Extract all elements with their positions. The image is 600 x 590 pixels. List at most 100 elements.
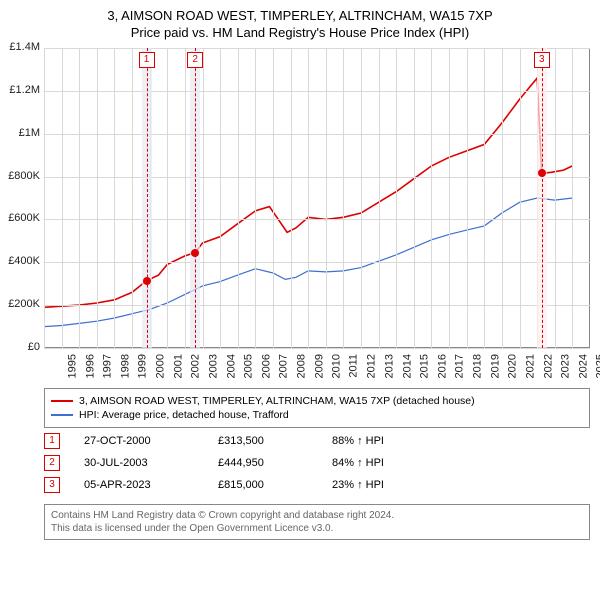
sale-price: £313,500: [218, 435, 308, 447]
footnote: Contains HM Land Registry data © Crown c…: [44, 504, 590, 540]
gridline-v: [449, 48, 450, 348]
gridline-h: [44, 48, 590, 49]
sale-date: 30-JUL-2003: [84, 457, 194, 469]
y-tick-label: £1.2M: [0, 84, 40, 96]
x-tick-label: 2002: [190, 354, 202, 378]
y-tick-label: £1M: [0, 127, 40, 139]
marker-number-box: 1: [139, 52, 155, 68]
x-tick-label: 2007: [278, 354, 290, 378]
gridline-v: [97, 48, 98, 348]
x-tick-label: 2003: [207, 354, 219, 378]
x-tick-label: 2009: [313, 354, 325, 378]
gridline-v: [273, 48, 274, 348]
gridline-v: [203, 48, 204, 348]
gridline-v: [79, 48, 80, 348]
x-tick-label: 2021: [524, 354, 536, 378]
gridline-v: [167, 48, 168, 348]
y-tick-label: £1.4M: [0, 41, 40, 53]
footnote-line-2: This data is licensed under the Open Gov…: [51, 522, 583, 535]
legend-label: 3, AIMSON ROAD WEST, TIMPERLEY, ALTRINCH…: [79, 395, 475, 407]
x-tick-label: 1997: [102, 354, 114, 378]
x-tick-label: 2008: [295, 354, 307, 378]
x-tick-label: 2010: [331, 354, 343, 378]
sale-delta: 23% ↑ HPI: [332, 479, 384, 491]
gridline-h: [44, 348, 590, 349]
sale-row: 3 05-APR-2023 £815,000 23% ↑ HPI: [44, 474, 384, 496]
sale-row: 2 30-JUL-2003 £444,950 84% ↑ HPI: [44, 452, 384, 474]
x-tick-label: 2020: [507, 354, 519, 378]
sale-price: £815,000: [218, 479, 308, 491]
gridline-v: [555, 48, 556, 348]
gridline-v: [44, 48, 45, 348]
marker-number-box: 2: [187, 52, 203, 68]
x-tick-label: 2011: [347, 354, 359, 378]
marker-guideline: [147, 48, 148, 348]
gridline-v: [379, 48, 380, 348]
x-tick-label: 1998: [119, 354, 131, 378]
x-tick-label: 2017: [454, 354, 466, 378]
sales-table: 127-OCT-2000£313,50088% ↑ HPI 2 30-JUL-200…: [44, 430, 384, 496]
gridline-v: [185, 48, 186, 348]
gridline-v: [396, 48, 397, 348]
x-tick-label: 2001: [172, 354, 184, 378]
x-tick-label: 2015: [419, 354, 431, 378]
sale-marker-dot: [538, 169, 546, 177]
legend-row: HPI: Average price, detached house, Traf…: [51, 409, 583, 421]
gridline-h: [44, 219, 590, 220]
marker-number-box: 3: [534, 52, 550, 68]
gridline-v: [308, 48, 309, 348]
sale-marker-dot: [191, 249, 199, 257]
gridline-v: [343, 48, 344, 348]
x-tick-label: 1995: [66, 354, 78, 378]
x-tick-label: 2016: [436, 354, 448, 378]
x-tick-label: 2025: [595, 354, 600, 378]
x-tick-label: 1996: [84, 354, 96, 378]
gridline-v: [414, 48, 415, 348]
gridline-v: [484, 48, 485, 348]
legend-swatch: [51, 414, 73, 416]
x-tick-label: 1999: [137, 354, 149, 378]
x-tick-label: 2019: [489, 354, 501, 378]
x-tick-label: 2018: [472, 354, 484, 378]
gridline-v: [255, 48, 256, 348]
marker-guideline: [542, 48, 543, 348]
x-tick-label: 2004: [225, 354, 237, 378]
sale-row-number: 2: [44, 455, 60, 471]
sale-row-number: 1: [44, 433, 60, 449]
x-tick-label: 2005: [243, 354, 255, 378]
gridline-v: [361, 48, 362, 348]
y-tick-label: £600K: [0, 212, 40, 224]
sale-date: 05-APR-2023: [84, 479, 194, 491]
gridline-v: [238, 48, 239, 348]
legend: 3, AIMSON ROAD WEST, TIMPERLEY, ALTRINCH…: [44, 388, 590, 428]
y-tick-label: £0: [0, 341, 40, 353]
gridline-v: [572, 48, 573, 348]
sale-delta: 84% ↑ HPI: [332, 457, 384, 469]
y-tick-label: £400K: [0, 255, 40, 267]
sale-row: 127-OCT-2000£313,50088% ↑ HPI: [44, 430, 384, 452]
x-tick-label: 2013: [384, 354, 396, 378]
gridline-v: [326, 48, 327, 348]
x-tick-label: 2022: [542, 354, 554, 378]
line-layer: [0, 0, 600, 590]
x-tick-label: 2024: [577, 354, 589, 378]
gridline-v: [502, 48, 503, 348]
gridline-h: [44, 177, 590, 178]
marker-guideline: [195, 48, 196, 348]
sale-price: £444,950: [218, 457, 308, 469]
gridline-v: [220, 48, 221, 348]
legend-label: HPI: Average price, detached house, Traf…: [79, 409, 289, 421]
gridline-v: [520, 48, 521, 348]
y-tick-label: £800K: [0, 170, 40, 182]
sale-row-number: 3: [44, 477, 60, 493]
gridline-h: [44, 305, 590, 306]
x-tick-label: 2014: [401, 354, 413, 378]
x-tick-label: 2012: [366, 354, 378, 378]
gridline-h: [44, 91, 590, 92]
legend-row: 3, AIMSON ROAD WEST, TIMPERLEY, ALTRINCH…: [51, 395, 583, 407]
x-tick-label: 2006: [260, 354, 272, 378]
gridline-v: [132, 48, 133, 348]
gridline-v: [431, 48, 432, 348]
figure-root: 3, AIMSON ROAD WEST, TIMPERLEY, ALTRINCH…: [0, 0, 600, 590]
y-tick-label: £200K: [0, 298, 40, 310]
